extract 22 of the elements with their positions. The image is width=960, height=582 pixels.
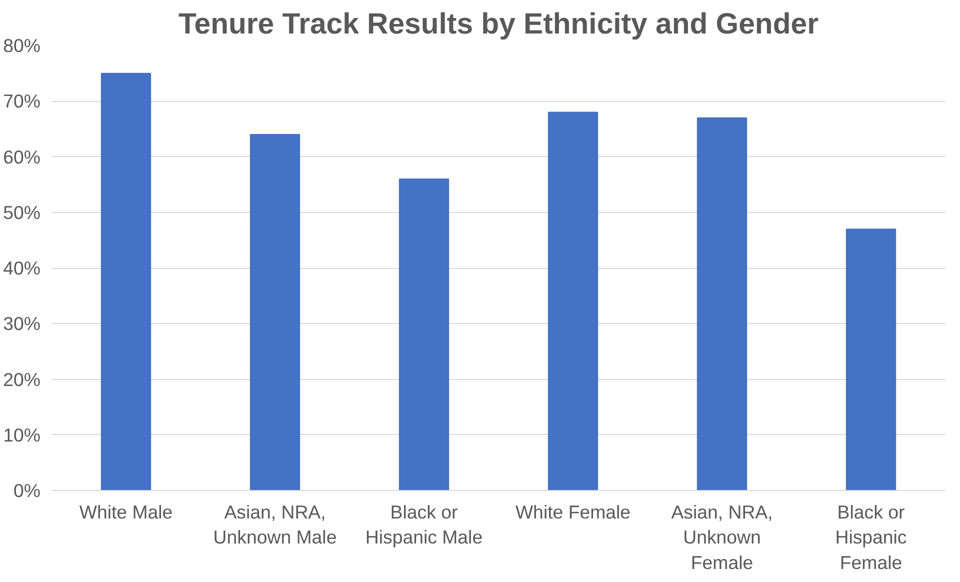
- bar: [250, 134, 300, 490]
- y-tick-label: 0%: [14, 480, 41, 501]
- bar: [696, 117, 748, 490]
- x-tick-label: White Female: [515, 502, 631, 522]
- y-tick-label: 20%: [3, 368, 41, 390]
- x-tick-label: Asian, NRA, Unknown Male: [213, 502, 337, 548]
- x-tick-label: White Male: [79, 502, 173, 522]
- y-tick-label: 70%: [3, 90, 41, 112]
- y-tick-label: 50%: [3, 202, 41, 223]
- y-tick-label: 80%: [3, 35, 41, 56]
- x-tick-label: Black or Hispanic Male: [365, 502, 483, 548]
- bar: [100, 72, 152, 490]
- y-tick-label: 40%: [3, 258, 41, 278]
- bar: [548, 112, 598, 490]
- y-tick-label: 30%: [3, 313, 41, 334]
- y-tick-label: 10%: [3, 424, 41, 446]
- bar: [398, 178, 450, 490]
- bar: [846, 228, 896, 490]
- x-tick-label: Asian, NRA, Unknown Female: [671, 502, 773, 573]
- chart-title: Tenure Track Results by Ethnicity and Gender: [178, 8, 818, 40]
- x-tick-label: Black or Hispanic Female: [835, 502, 907, 573]
- y-tick-label: 60%: [3, 146, 41, 168]
